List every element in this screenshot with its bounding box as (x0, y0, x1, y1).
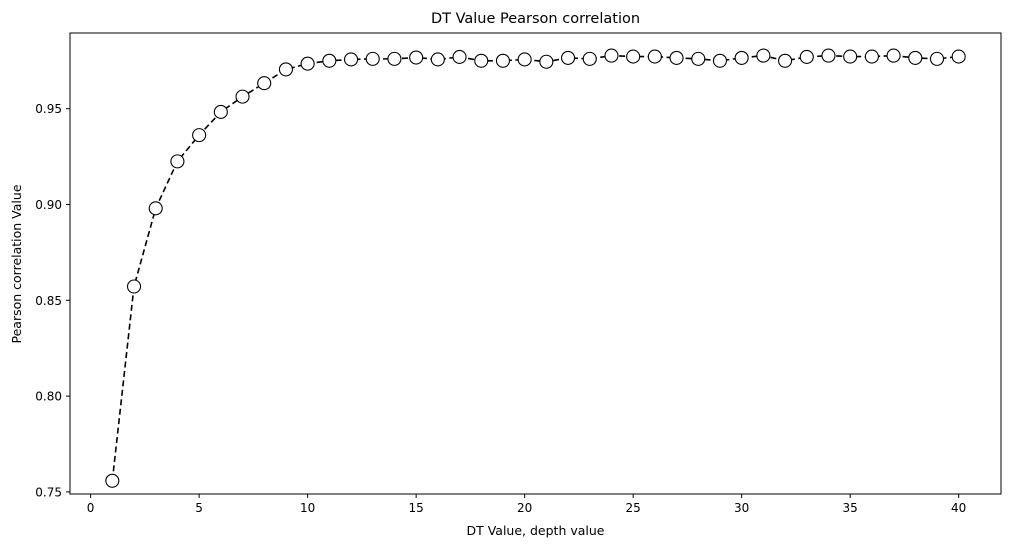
data-point (257, 76, 272, 91)
data-point (821, 48, 836, 63)
y-tick-label: 0.95 (35, 102, 62, 116)
data-point (278, 62, 293, 77)
data-point (213, 104, 228, 119)
data-point (300, 56, 315, 71)
data-point (799, 49, 814, 65)
data-point (582, 51, 597, 66)
data-point (495, 53, 510, 68)
data-point (517, 52, 532, 67)
data-point (126, 279, 142, 294)
chart-title: DT Value Pearson correlation (431, 11, 640, 27)
data-point (322, 53, 337, 68)
y-tick-label: 0.80 (35, 390, 62, 404)
y-tick-label: 0.75 (35, 485, 62, 499)
data-point (647, 49, 662, 64)
series-line-path (111, 54, 959, 481)
data-point (843, 49, 858, 64)
series-markers (105, 48, 966, 488)
data-point (105, 473, 120, 488)
data-point (430, 52, 445, 67)
data-point (192, 128, 207, 143)
plot-frame (69, 32, 1002, 495)
data-point (604, 48, 619, 63)
data-point (626, 49, 641, 64)
data-point (886, 48, 901, 63)
x-tick-label: 0 (87, 501, 95, 515)
data-point (756, 48, 771, 63)
data-point (561, 50, 576, 65)
y-tick-label: 0.90 (35, 198, 62, 212)
data-point (365, 51, 380, 66)
x-tick-label: 10 (300, 501, 315, 515)
data-point (474, 53, 489, 68)
series-line (111, 54, 959, 481)
data-point (691, 51, 706, 66)
y-axis-label: Pearson correlation Value (9, 184, 24, 343)
x-tick-label: 25 (626, 501, 641, 515)
x-tick-label: 5 (195, 501, 203, 515)
x-tick-label: 35 (843, 501, 858, 515)
data-point (908, 50, 923, 65)
x-tick-label: 20 (517, 501, 532, 515)
x-tick-label: 30 (734, 501, 749, 515)
data-point (235, 89, 250, 104)
y-axis-ticks: 0.75 0.80 0.85 0.90 0.95 (35, 102, 70, 499)
x-axis-ticks: 0 5 10 15 20 25 30 35 40 (87, 494, 966, 515)
data-point (669, 50, 684, 65)
x-tick-label: 40 (951, 501, 966, 515)
data-point (170, 154, 185, 169)
x-tick-label: 15 (409, 501, 424, 515)
data-point (387, 51, 402, 66)
data-point (712, 53, 728, 68)
data-point (343, 52, 359, 67)
data-point (539, 54, 554, 69)
data-point (452, 49, 467, 65)
data-point (148, 201, 163, 216)
y-tick-label: 0.85 (35, 294, 62, 308)
data-point (864, 49, 879, 64)
data-point (929, 51, 945, 66)
data-point (778, 53, 793, 68)
x-axis-label: DT Value, depth value (466, 523, 604, 538)
data-point (951, 49, 966, 64)
data-point (409, 50, 424, 65)
data-point (734, 50, 749, 65)
